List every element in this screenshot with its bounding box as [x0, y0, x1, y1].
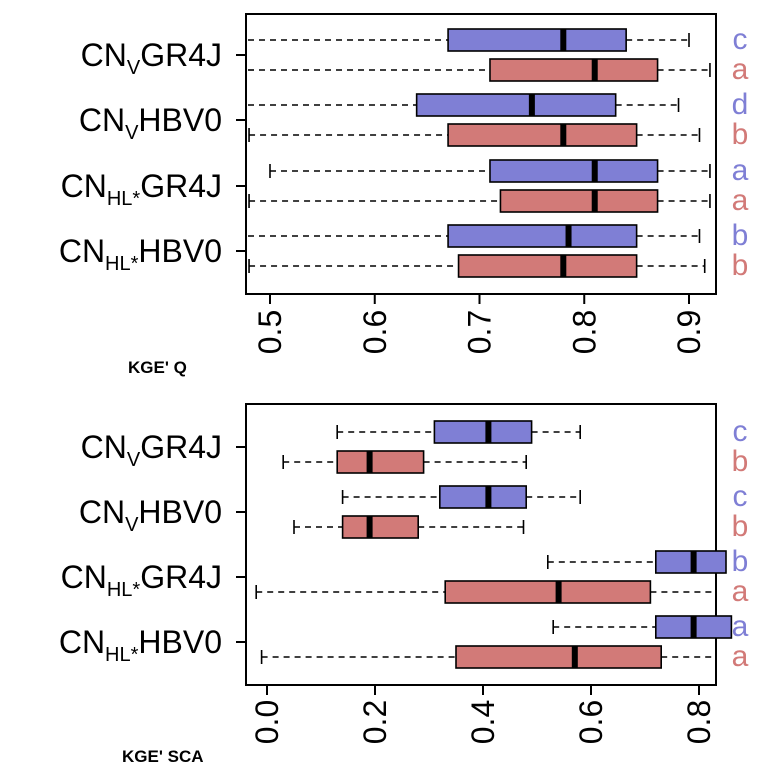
iqr-box	[444, 580, 652, 604]
row-2: CNVHBV0 db	[79, 88, 749, 151]
median-line	[560, 255, 567, 277]
iqr-box	[336, 450, 425, 474]
x-tick-label: 0.7	[462, 310, 498, 354]
iqr-box	[447, 123, 638, 147]
iqr-box	[447, 224, 638, 248]
row-1: CNVGR4J cb	[81, 415, 749, 478]
box-red: b	[293, 510, 749, 543]
significance-letter: a	[732, 575, 749, 608]
box-blue: c	[336, 415, 748, 448]
median-line	[528, 94, 535, 116]
iqr-box	[447, 28, 627, 52]
significance-letter: b	[732, 118, 749, 151]
row-1: CNVGR4J ca	[81, 23, 749, 86]
row-label: CNHL*HBV0	[59, 233, 222, 275]
iqr-box	[457, 254, 638, 278]
box-blue: c	[341, 480, 748, 513]
x-axis-label: KGE' Q	[128, 358, 187, 377]
box-red: a	[248, 53, 749, 86]
row-label: CNHL*HBV0	[59, 624, 222, 666]
significance-letter: b	[732, 510, 749, 543]
median-line	[485, 486, 492, 508]
iqr-box	[455, 645, 662, 669]
box-red: b	[282, 445, 749, 478]
median-line	[571, 646, 578, 668]
median-line	[591, 160, 598, 182]
box-blue: a	[269, 154, 749, 187]
median-line	[560, 124, 567, 146]
box-red: b	[248, 118, 749, 151]
significance-letter: b	[732, 219, 749, 252]
box-blue: d	[248, 88, 748, 121]
significance-letter: c	[733, 23, 748, 56]
median-line	[366, 516, 373, 538]
row-label: CNVGR4J	[81, 429, 222, 471]
significance-letter: d	[732, 88, 749, 121]
row-2: CNVHBV0 cb	[79, 480, 749, 543]
box-red: a	[255, 575, 749, 608]
iqr-box	[499, 189, 659, 213]
row-4: CNHL*HBV0 aa	[59, 610, 749, 673]
iqr-box	[438, 485, 527, 509]
median-line	[565, 225, 572, 247]
box-red: b	[248, 249, 749, 282]
row-label: CNVGR4J	[81, 37, 222, 79]
row-3: CNHL*GR4J aa	[61, 154, 749, 217]
median-line	[591, 190, 598, 212]
iqr-box	[489, 58, 659, 82]
x-tick-label: 0.6	[573, 700, 609, 744]
row-label: CNHL*GR4J	[61, 559, 222, 601]
median-line	[690, 616, 697, 638]
significance-letter: a	[732, 184, 749, 217]
plot-frame	[245, 13, 717, 295]
box-blue: c	[248, 23, 748, 56]
x-tick-label: 0.2	[357, 700, 393, 744]
box-blue: a	[552, 610, 749, 643]
plot-frame	[245, 403, 717, 686]
box-red: a	[260, 640, 749, 673]
significance-letter: c	[733, 480, 748, 513]
x-tick-label: 0.8	[566, 310, 602, 354]
significance-letter: a	[732, 154, 749, 187]
significance-letter: a	[732, 640, 749, 673]
iqr-box	[489, 159, 659, 183]
row-label: CNVHBV0	[79, 494, 222, 536]
row-4: CNHL*HBV0 bb	[59, 219, 749, 282]
median-line	[591, 59, 598, 81]
median-line	[555, 581, 562, 603]
iqr-box	[433, 420, 533, 444]
significance-letter: b	[732, 249, 749, 282]
row-label: CNHL*GR4J	[61, 168, 222, 210]
median-line	[485, 421, 492, 443]
x-tick-label: 0.6	[357, 310, 393, 354]
x-tick-label: 0.5	[252, 310, 288, 354]
x-tick-label: 0.8	[681, 700, 717, 744]
significance-letter: a	[732, 610, 749, 643]
significance-letter: b	[732, 545, 749, 578]
significance-letter: a	[732, 53, 749, 86]
row-3: CNHL*GR4J ba	[61, 545, 749, 608]
x-tick-label: 0.4	[465, 700, 501, 744]
median-line	[560, 29, 567, 51]
x-axis-label: KGE' SCA	[122, 747, 204, 766]
median-line	[366, 451, 373, 473]
x-tick-label: 0.0	[249, 700, 285, 744]
row-label: CNVHBV0	[79, 102, 222, 144]
iqr-box	[341, 515, 420, 539]
box-blue: b	[546, 545, 749, 578]
significance-letter: b	[732, 445, 749, 478]
iqr-box	[415, 93, 617, 117]
median-line	[690, 551, 697, 573]
box-blue: b	[248, 219, 748, 252]
box-red: a	[248, 184, 749, 217]
x-tick-label: 0.9	[671, 310, 707, 354]
significance-letter: c	[733, 415, 748, 448]
